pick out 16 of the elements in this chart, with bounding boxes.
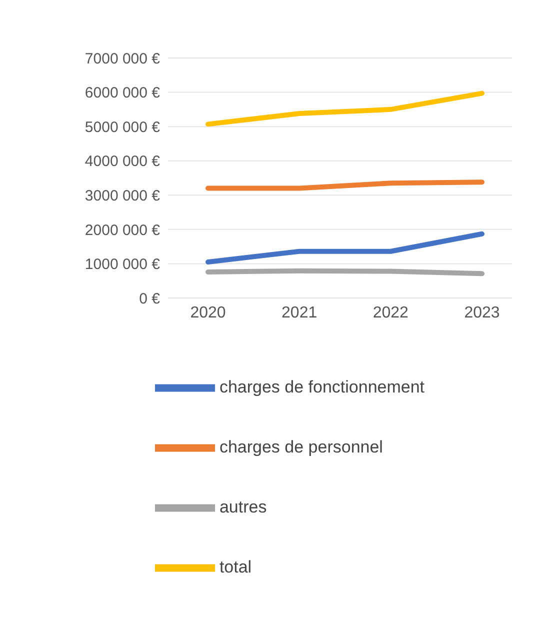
y-tick-label: 4000 000 €	[84, 153, 161, 170]
legend-label: autres	[219, 497, 267, 516]
y-tick-label: 6000 000 €	[84, 84, 161, 102]
y-tick-label: 2000 000 €	[84, 222, 161, 239]
y-tick-label: 0 €	[139, 290, 161, 308]
x-tick-label: 2022	[372, 304, 409, 322]
legend-label: total	[219, 557, 252, 576]
legend-label: charges de fonctionnement	[219, 377, 425, 396]
x-tick-label: 2021	[282, 304, 318, 322]
y-tick-label: 7000 000 €	[84, 50, 161, 68]
x-tick-label: 2023	[464, 304, 500, 322]
legend-label: charges de personnel	[219, 437, 383, 456]
y-tick-label: 3000 000 €	[84, 187, 161, 204]
x-tick-label: 2020	[190, 304, 226, 322]
y-tick-label: 5000 000 €	[84, 118, 161, 136]
y-tick-label: 1000 000 €	[84, 256, 161, 274]
